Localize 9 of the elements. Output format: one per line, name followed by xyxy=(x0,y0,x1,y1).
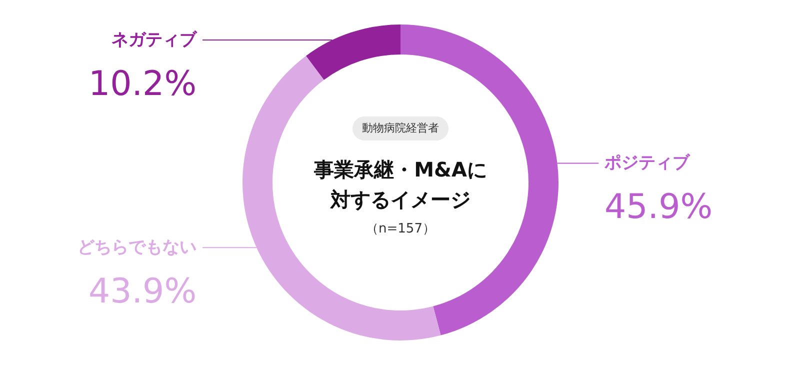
text: 事業承継・M&Aに対するイメージ xyxy=(313,158,487,212)
text: 動物病院経営者 xyxy=(362,122,439,134)
slice-label: ネガティブ xyxy=(112,30,198,50)
data-label: 10.2% xyxy=(88,64,196,104)
data-label: 43.9% xyxy=(88,272,196,312)
slice-label: ポジティブ xyxy=(604,153,690,174)
data-label: 45.9% xyxy=(604,187,713,228)
text: （n=157） xyxy=(366,222,436,236)
slice-label: どちらでもない xyxy=(78,238,196,258)
